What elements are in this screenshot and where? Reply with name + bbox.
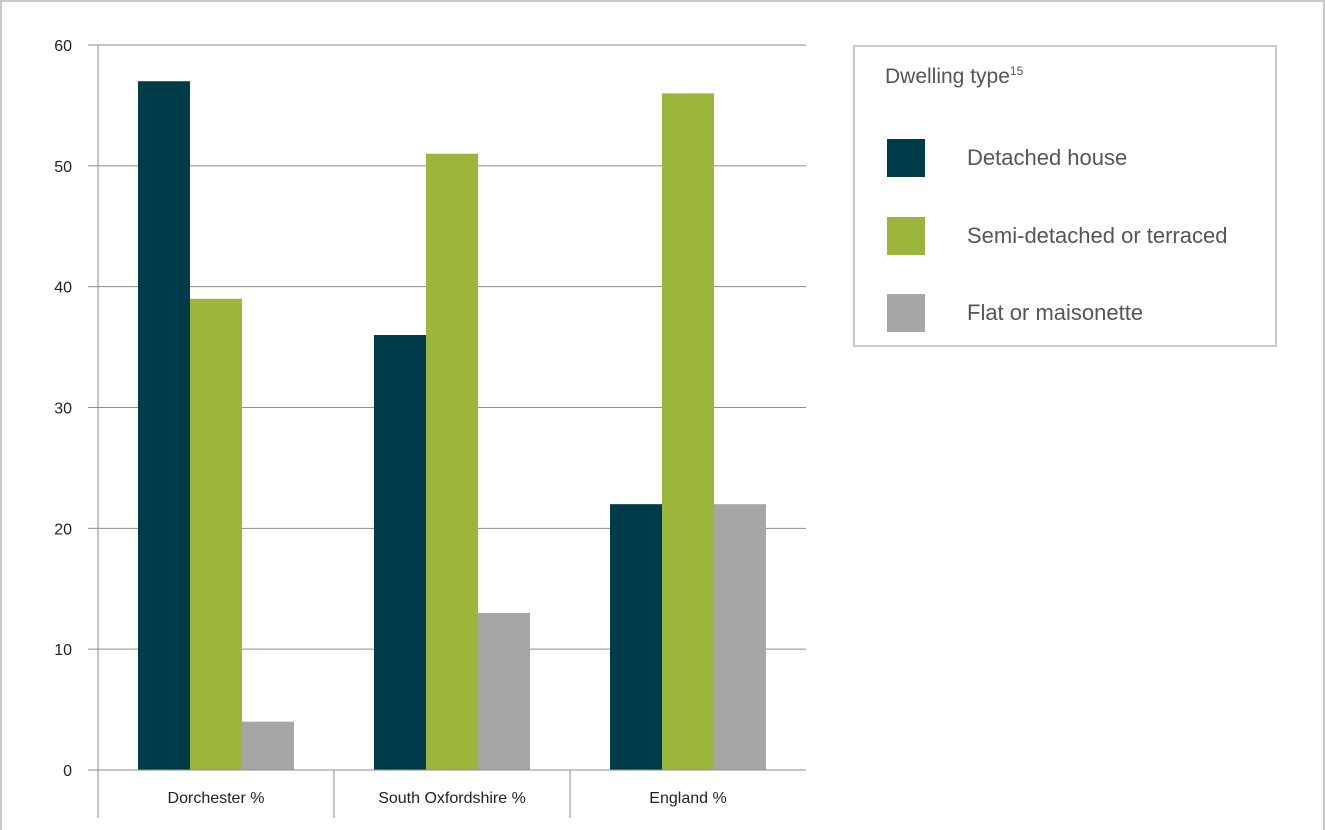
x-category-label: South Oxfordshire %	[378, 790, 526, 807]
legend-label-semi-detached: Semi-detached or terraced	[967, 223, 1227, 249]
x-category-label: England %	[649, 790, 726, 807]
bar	[478, 613, 530, 770]
y-tick-label: 60	[54, 38, 72, 55]
y-tick-label: 0	[63, 763, 72, 780]
legend-label-detached: Detached house	[967, 145, 1127, 171]
bar	[190, 299, 242, 770]
x-category-label: Dorchester %	[168, 790, 265, 807]
legend-swatch-flat	[887, 294, 925, 332]
legend-title: Dwelling type15	[885, 65, 1023, 89]
legend-swatch-semi-detached	[887, 217, 925, 255]
bar	[610, 504, 662, 770]
y-tick-label: 50	[54, 159, 72, 176]
bar	[714, 504, 766, 770]
legend-swatch-detached	[887, 139, 925, 177]
bar	[374, 335, 426, 770]
legend-title-footnote: 15	[1010, 64, 1023, 78]
y-tick-label: 20	[54, 521, 72, 538]
legend-title-text: Dwelling type	[885, 65, 1010, 88]
bar	[426, 154, 478, 770]
bar	[242, 722, 294, 770]
bar	[662, 93, 714, 770]
y-tick-label: 40	[54, 280, 72, 297]
legend-label-flat: Flat or maisonette	[967, 300, 1143, 326]
legend: Dwelling type15 Detached house Semi-deta…	[853, 45, 1277, 347]
y-tick-label: 10	[54, 642, 72, 659]
y-tick-label: 30	[54, 401, 72, 418]
bar	[138, 81, 190, 770]
